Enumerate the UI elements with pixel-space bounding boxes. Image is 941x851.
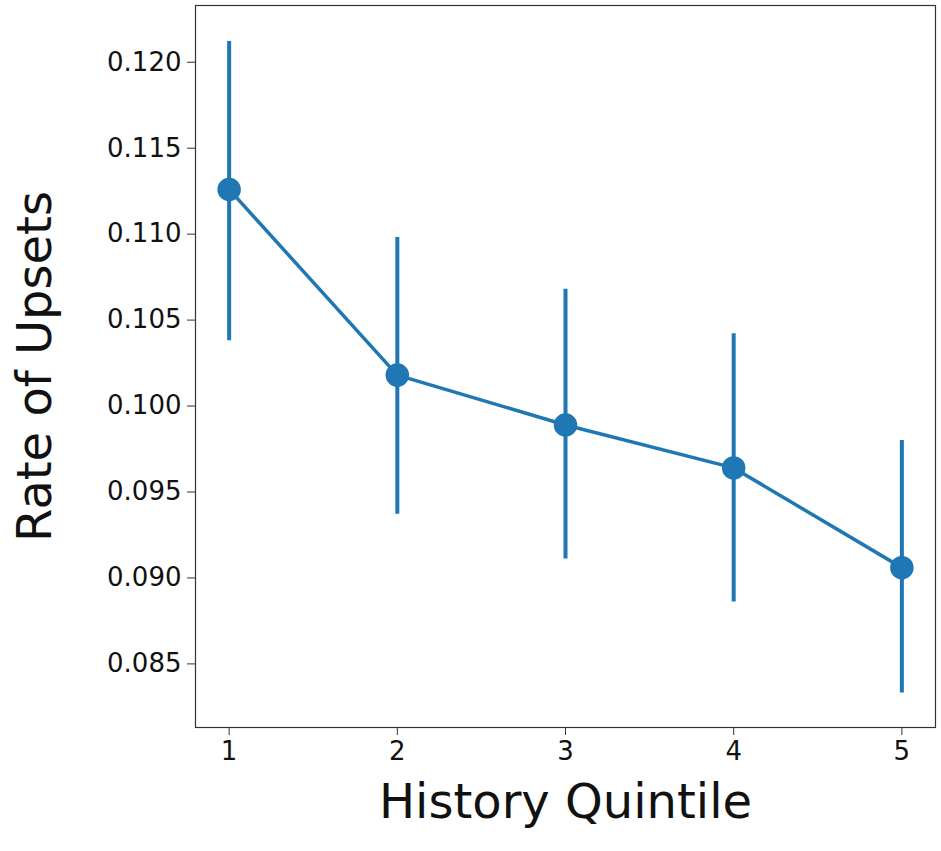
svg-text:5: 5	[894, 736, 911, 766]
svg-text:0.110: 0.110	[107, 218, 181, 248]
svg-text:3: 3	[557, 736, 574, 766]
svg-text:0.085: 0.085	[107, 648, 181, 678]
svg-text:0.090: 0.090	[107, 562, 181, 592]
svg-text:Rate of Upsets: Rate of Upsets	[6, 191, 62, 542]
svg-text:0.100: 0.100	[107, 390, 181, 420]
svg-text:0.105: 0.105	[107, 304, 181, 334]
svg-text:0.095: 0.095	[107, 476, 181, 506]
svg-text:4: 4	[725, 736, 742, 766]
svg-text:History Quintile: History Quintile	[379, 773, 752, 829]
svg-text:1: 1	[221, 736, 238, 766]
svg-text:0.120: 0.120	[107, 47, 181, 77]
svg-text:2: 2	[389, 736, 406, 766]
svg-text:0.115: 0.115	[107, 133, 181, 163]
